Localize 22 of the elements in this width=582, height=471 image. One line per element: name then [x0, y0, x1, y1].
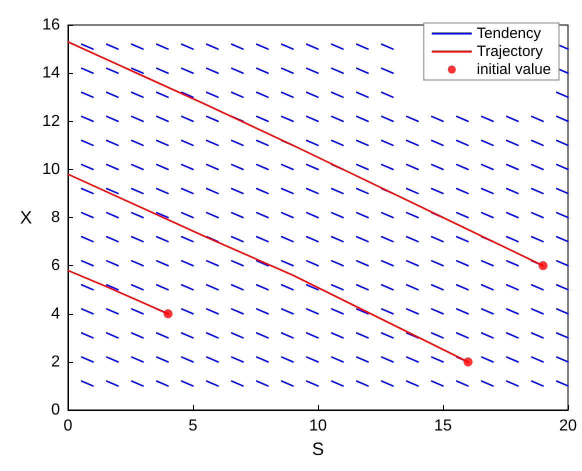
y-tick-label: 2: [51, 353, 60, 370]
x-tick-label: 20: [559, 418, 577, 434]
point: [164, 309, 172, 318]
x-tick-label: 15: [434, 418, 452, 434]
y-axis-title: X: [20, 208, 32, 228]
x-tick-label: 10: [309, 418, 327, 434]
y-tick-label: 8: [51, 209, 60, 226]
y-tick-label: 10: [42, 160, 60, 178]
x-tick-label: 0: [64, 418, 73, 434]
legend-label: Trajectory: [476, 43, 544, 60]
y-tick-label: 0: [51, 402, 60, 418]
legend-label: initial value: [476, 61, 552, 78]
y-tick-label: 16: [42, 16, 60, 34]
point: [464, 357, 472, 366]
y-tick-label: 12: [42, 112, 60, 130]
y-tick-label: 14: [42, 64, 60, 82]
x-axis-title: S: [312, 439, 324, 459]
y-tick-label: 6: [51, 257, 60, 274]
x-tick-label: 5: [188, 418, 198, 434]
y-tick-label: 4: [51, 305, 60, 322]
point: [538, 261, 548, 270]
legend-label: Tendency: [476, 25, 542, 42]
